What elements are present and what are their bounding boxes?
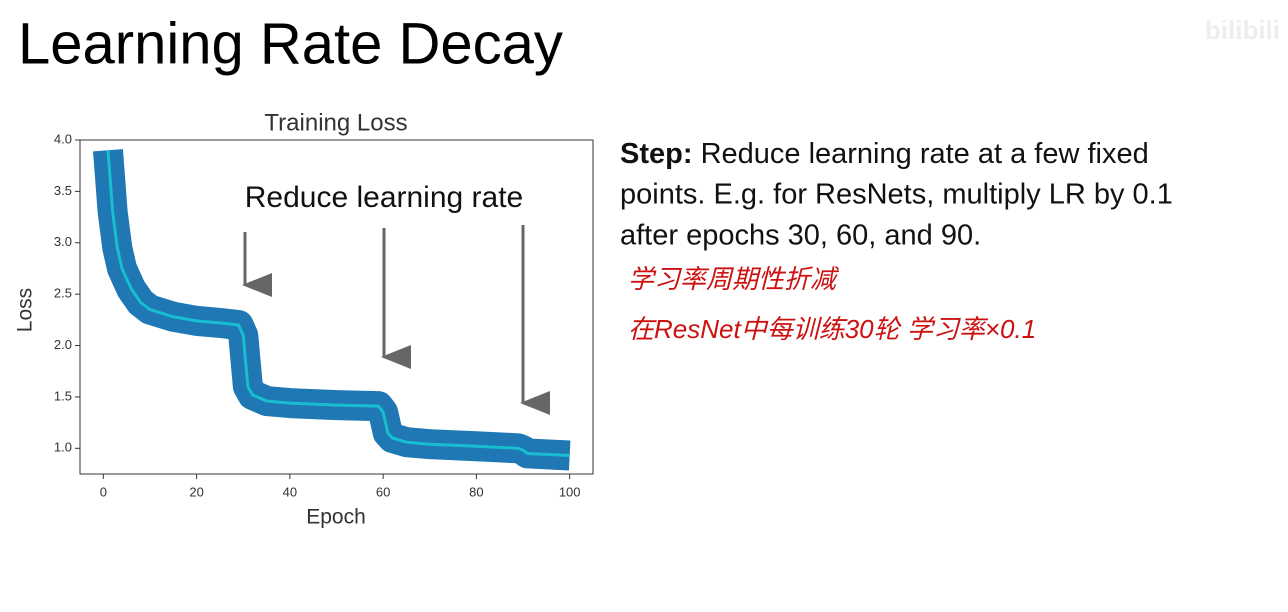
y-tick-label: 3.5 — [54, 183, 72, 198]
x-tick-label: 0 — [100, 484, 107, 499]
y-tick-label: 4.0 — [54, 131, 72, 146]
y-axis-label: Loss — [14, 288, 37, 332]
y-tick-label: 3.0 — [54, 234, 72, 249]
x-axis-label: Epoch — [306, 506, 366, 529]
x-tick-label: 100 — [559, 484, 581, 499]
plot-frame — [79, 139, 594, 475]
y-tick-label: 2.0 — [54, 337, 72, 352]
watermark: bilibili — [1205, 15, 1280, 45]
note-line: after epochs 30, 60, and 90. — [620, 220, 981, 252]
x-tick-label: 60 — [376, 484, 390, 499]
step-text: Step: Reduce learning rate at a few fixe… — [620, 138, 1149, 170]
x-tick-label: 40 — [283, 484, 297, 499]
arrows — [242, 225, 550, 415]
step-label: Step: — [620, 138, 693, 170]
plot-area — [93, 149, 571, 471]
chart-title: Training Loss — [264, 109, 407, 136]
y-tick-label: 1.5 — [54, 388, 72, 403]
y-tick-label: 1.0 — [54, 440, 72, 455]
handwritten-note: 学习率周期性折减 — [628, 264, 840, 294]
x-tick-label: 20 — [189, 484, 203, 499]
loss-line — [106, 150, 570, 458]
slide-title: Learning Rate Decay — [18, 11, 563, 76]
note-line: Reduce learning rate at a few fixed — [701, 138, 1149, 170]
note-line: points. E.g. for ResNets, multiply LR by… — [620, 179, 1173, 211]
y-tick-label: 2.5 — [54, 286, 72, 301]
annotation: Reduce learning rate — [245, 181, 524, 214]
handwritten-note: 在ResNet中每训练30轮 学习率×0.1 — [628, 314, 1036, 344]
x-tick-label: 80 — [469, 484, 483, 499]
